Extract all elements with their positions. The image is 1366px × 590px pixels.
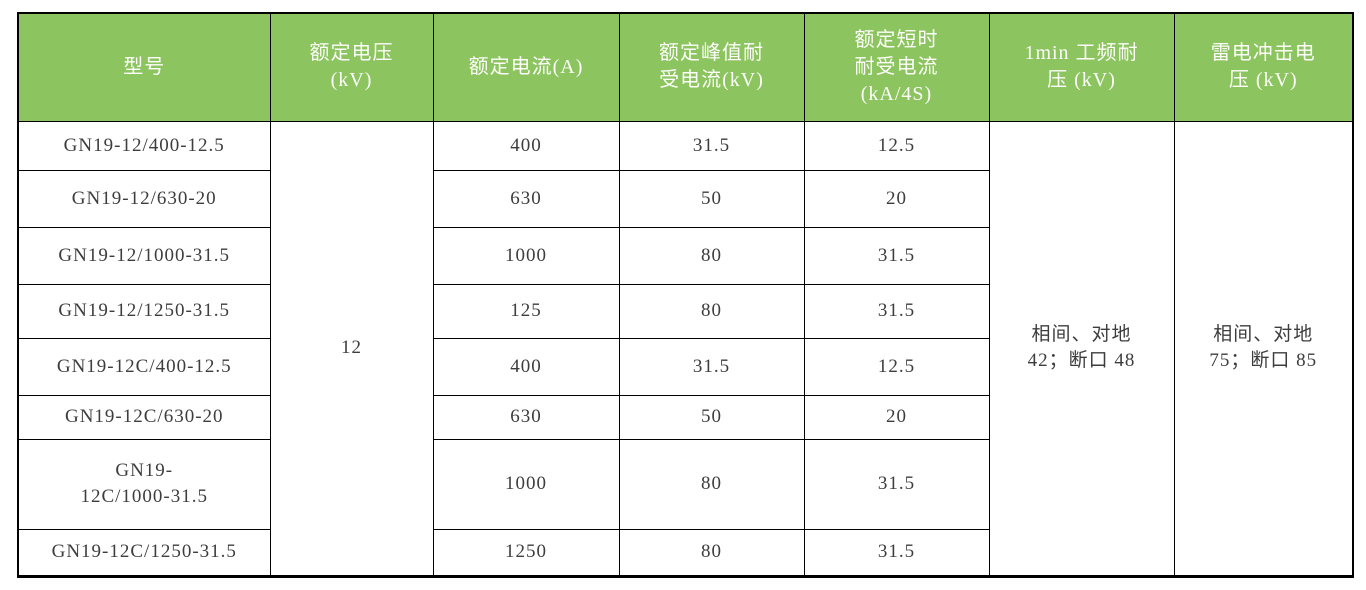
table-row: GN19-12/400-12.5 12 400 31.5 12.5 相间、对地 … <box>17 120 1354 577</box>
peak-current-cell: 50 <box>618 169 805 228</box>
table-row: GN19- 12C/1000-31.5 1000 80 31.5 <box>17 438 1353 530</box>
header-cell-rated-voltage: 额定电压 (kV) <box>269 12 434 122</box>
model-cell: GN19-12C/630-20 <box>17 394 271 440</box>
peak-current-cell: 80 <box>618 528 805 577</box>
lightning-impulse-merged-cell: 相间、对地 75；断口 85 <box>1173 120 1354 577</box>
table-row: GN19-12/630-20 630 50 20 <box>17 169 1353 228</box>
header-cell-power-frequency-withstand-voltage: 1min 工频耐 压 (kV) <box>988 12 1175 122</box>
peak-current-cell: 31.5 <box>618 120 805 171</box>
rated-current-cell: 630 <box>432 169 620 228</box>
model-cell: GN19-12/630-20 <box>17 169 271 228</box>
header-cell-peak-withstand-current: 额定峰值耐 受电流(kV) <box>618 12 805 122</box>
table-row: GN19-12/1000-31.5 1000 80 31.5 <box>17 226 1353 285</box>
header-cell-short-time-withstand-current: 额定短时 耐受电流 (kA/4S) <box>803 12 990 122</box>
short-time-current-cell: 31.5 <box>803 226 990 285</box>
page: 型号 额定电压 (kV) 额定电流(A) 额定峰值耐 受电流(kV) 额定短时 … <box>17 12 1354 578</box>
header-cell-rated-current: 额定电流(A) <box>432 12 620 122</box>
rated-current-cell: 1000 <box>432 438 620 530</box>
short-time-current-cell: 12.5 <box>803 120 990 171</box>
peak-current-cell: 31.5 <box>618 337 805 396</box>
peak-current-cell: 50 <box>618 394 805 440</box>
model-cell: GN19-12/400-12.5 <box>17 120 271 171</box>
table-row: GN19-12C/1250-31.5 1250 80 31.5 <box>17 528 1353 577</box>
peak-current-cell: 80 <box>618 226 805 285</box>
peak-current-cell: 80 <box>618 438 805 530</box>
short-time-current-cell: 20 <box>803 394 990 440</box>
model-cell: GN19-12C/1250-31.5 <box>17 528 271 577</box>
short-time-current-cell: 31.5 <box>803 438 990 530</box>
rated-current-cell: 1000 <box>432 226 620 285</box>
rated-current-cell: 400 <box>432 120 620 171</box>
short-time-current-cell: 12.5 <box>803 337 990 396</box>
model-cell: GN19- 12C/1000-31.5 <box>17 438 271 530</box>
model-cell: GN19-12/1000-31.5 <box>17 226 271 285</box>
header-cell-lightning-impulse-voltage: 雷电冲击电 压 (kV) <box>1173 12 1354 122</box>
power-frequency-merged-cell: 相间、对地 42；断口 48 <box>988 120 1175 577</box>
table-row: GN19-12C/630-20 630 50 20 <box>17 394 1353 440</box>
model-cell: GN19-12C/400-12.5 <box>17 337 271 396</box>
spec-table: 型号 额定电压 (kV) 额定电流(A) 额定峰值耐 受电流(kV) 额定短时 … <box>17 12 1354 578</box>
rated-current-cell: 400 <box>432 337 620 396</box>
short-time-current-cell: 31.5 <box>803 528 990 577</box>
rated-voltage-merged-cell: 12 <box>269 120 434 577</box>
rated-current-cell: 125 <box>432 283 620 339</box>
table-row: GN19-12C/400-12.5 400 31.5 12.5 <box>17 337 1353 396</box>
header-row: 型号 额定电压 (kV) 额定电流(A) 额定峰值耐 受电流(kV) 额定短时 … <box>17 12 1354 122</box>
model-cell: GN19-12/1250-31.5 <box>17 283 271 339</box>
rated-current-cell: 1250 <box>432 528 620 577</box>
short-time-current-cell: 31.5 <box>803 283 990 339</box>
header-cell-model: 型号 <box>17 12 271 122</box>
table-row: GN19-12/1250-31.5 125 80 31.5 <box>17 283 1353 339</box>
short-time-current-cell: 20 <box>803 169 990 228</box>
rated-current-cell: 630 <box>432 394 620 440</box>
peak-current-cell: 80 <box>618 283 805 339</box>
